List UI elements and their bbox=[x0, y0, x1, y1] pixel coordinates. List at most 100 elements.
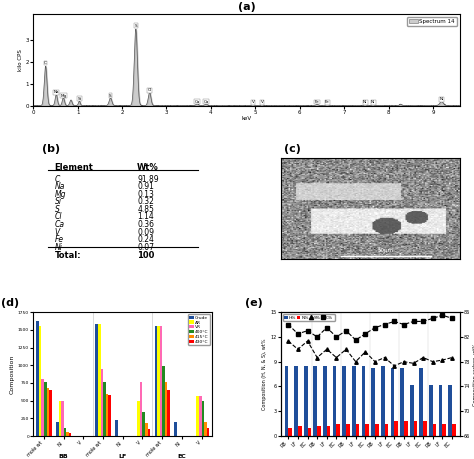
Text: Ca: Ca bbox=[194, 100, 200, 104]
Y-axis label: Composition (H, N, & S), wt%: Composition (H, N, & S), wt% bbox=[262, 338, 267, 410]
Line: S%: S% bbox=[286, 339, 454, 368]
Bar bbox=[413, 421, 417, 436]
Bar bbox=[174, 422, 177, 436]
Bar bbox=[44, 382, 46, 436]
Text: 0.36: 0.36 bbox=[137, 220, 154, 229]
Text: V: V bbox=[55, 228, 60, 236]
Legend: Spectrum 14: Spectrum 14 bbox=[407, 17, 457, 26]
C% bbox=[392, 319, 397, 324]
Bar bbox=[362, 366, 365, 436]
Bar bbox=[304, 366, 308, 436]
Bar bbox=[410, 385, 413, 436]
X-axis label: keV: keV bbox=[241, 116, 252, 121]
Bar bbox=[391, 368, 394, 436]
Bar bbox=[439, 385, 442, 436]
Bar bbox=[201, 401, 204, 436]
Bar bbox=[404, 421, 408, 436]
Text: Total:: Total: bbox=[55, 251, 82, 260]
Bar bbox=[452, 424, 456, 436]
Bar bbox=[108, 395, 111, 436]
C% bbox=[334, 334, 339, 340]
Bar bbox=[346, 424, 350, 436]
C% bbox=[372, 325, 378, 330]
Text: Ni: Ni bbox=[371, 101, 375, 104]
Bar bbox=[140, 381, 143, 436]
Bar bbox=[56, 422, 59, 436]
S% bbox=[343, 347, 349, 352]
Text: Mg: Mg bbox=[60, 94, 66, 98]
Bar bbox=[147, 429, 150, 436]
Bar bbox=[145, 423, 147, 436]
Text: 0.09: 0.09 bbox=[137, 228, 154, 236]
Text: Si: Si bbox=[78, 97, 81, 101]
Text: 91.89: 91.89 bbox=[137, 174, 159, 184]
Line: C%: C% bbox=[286, 313, 454, 342]
Bar bbox=[384, 424, 388, 436]
Text: Cl: Cl bbox=[55, 213, 62, 221]
Text: (d): (d) bbox=[1, 298, 19, 308]
Bar bbox=[49, 390, 52, 436]
Text: Ni: Ni bbox=[363, 100, 367, 104]
Text: 0.32: 0.32 bbox=[137, 197, 154, 206]
Bar bbox=[423, 421, 427, 436]
Bar bbox=[356, 424, 359, 436]
Text: 1.14: 1.14 bbox=[137, 213, 154, 221]
Text: Na: Na bbox=[54, 90, 59, 95]
Bar bbox=[365, 424, 369, 436]
Text: 100: 100 bbox=[137, 251, 155, 260]
Text: 0.13: 0.13 bbox=[137, 190, 154, 199]
Bar bbox=[39, 326, 41, 436]
Bar bbox=[352, 366, 356, 436]
Bar bbox=[69, 432, 72, 436]
Bar bbox=[327, 426, 330, 436]
Text: V: V bbox=[261, 100, 264, 104]
Bar bbox=[429, 385, 433, 436]
Bar bbox=[442, 424, 446, 436]
Text: BB: BB bbox=[59, 454, 69, 459]
Text: 4.85: 4.85 bbox=[137, 205, 154, 214]
Text: EC: EC bbox=[178, 454, 186, 459]
S% bbox=[439, 357, 445, 363]
Bar bbox=[66, 432, 69, 436]
C% bbox=[305, 328, 310, 333]
Bar bbox=[313, 366, 317, 436]
S% bbox=[305, 338, 310, 344]
Text: S: S bbox=[109, 94, 112, 98]
Text: 0.91: 0.91 bbox=[137, 182, 154, 191]
Bar bbox=[61, 401, 64, 436]
Text: Fe: Fe bbox=[315, 100, 319, 104]
Bar bbox=[294, 366, 298, 436]
Text: LF: LF bbox=[118, 454, 127, 459]
Bar bbox=[46, 388, 49, 436]
S% bbox=[295, 347, 301, 352]
Bar bbox=[160, 325, 162, 436]
Bar bbox=[165, 382, 167, 436]
S% bbox=[449, 355, 455, 360]
Text: V: V bbox=[252, 100, 255, 104]
Bar bbox=[143, 412, 145, 436]
S% bbox=[353, 359, 358, 364]
C% bbox=[430, 315, 436, 321]
Bar bbox=[157, 325, 160, 436]
Text: S: S bbox=[135, 24, 137, 28]
Bar bbox=[394, 421, 398, 436]
C% bbox=[449, 315, 455, 321]
C% bbox=[343, 328, 349, 333]
Bar bbox=[381, 366, 384, 436]
Bar bbox=[115, 420, 118, 436]
Text: Cl: Cl bbox=[147, 88, 152, 92]
Bar bbox=[317, 426, 321, 436]
S% bbox=[363, 349, 368, 354]
S% bbox=[401, 359, 407, 364]
Text: (e): (e) bbox=[245, 298, 263, 308]
Y-axis label: Composition: Composition bbox=[10, 354, 15, 394]
Bar bbox=[199, 397, 201, 436]
Text: Wt%: Wt% bbox=[137, 163, 159, 173]
Bar bbox=[400, 368, 404, 436]
Bar bbox=[162, 366, 165, 436]
Bar bbox=[204, 422, 207, 436]
Bar bbox=[155, 325, 157, 436]
Text: Fe: Fe bbox=[55, 235, 64, 244]
Bar bbox=[196, 397, 199, 436]
Bar bbox=[167, 390, 170, 436]
